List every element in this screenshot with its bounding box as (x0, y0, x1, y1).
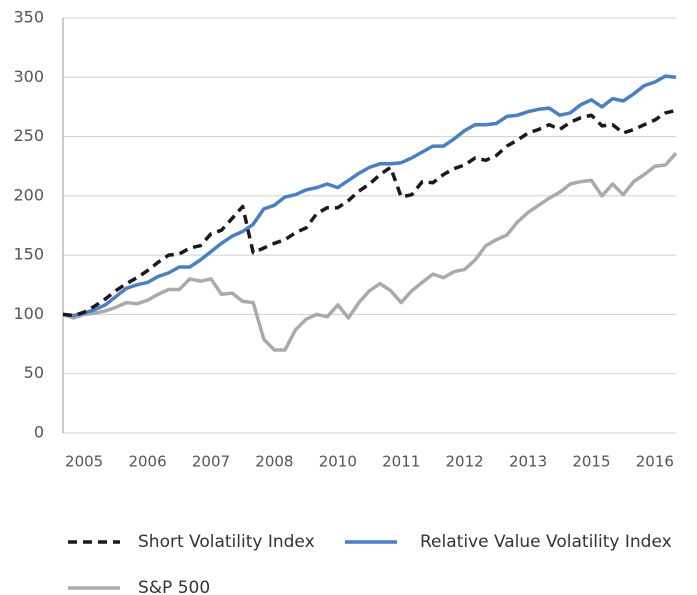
x-tick-label: 2015 (572, 453, 610, 471)
y-tick-label: 200 (13, 185, 44, 204)
x-tick-label: 2006 (128, 453, 166, 471)
series-line (62, 74, 677, 318)
x-tick-label: 2010 (319, 453, 357, 471)
x-tick-label: 2007 (192, 453, 230, 471)
x-tick-label: 2012 (446, 453, 484, 471)
x-tick-label: 2005 (65, 453, 103, 471)
series-line (62, 152, 678, 352)
y-tick-label: 50 (24, 363, 44, 382)
x-tick-label: 2016 (636, 453, 674, 471)
y-tick-label: 150 (13, 245, 44, 264)
y-tick-label: 300 (13, 67, 44, 86)
series-line (62, 108, 677, 318)
y-tick-label: 350 (13, 8, 44, 27)
x-tick-label: 2013 (509, 453, 547, 471)
y-tick-label: 0 (34, 423, 44, 442)
x-tick-label: 2008 (255, 453, 293, 471)
y-tick-label: 100 (13, 304, 44, 323)
x-tick-label: 2011 (382, 453, 420, 471)
legend-label: Relative Value Volatility Index (420, 532, 672, 552)
legend-label: S&P 500 (138, 578, 210, 595)
legend-label: Short Volatility Index (138, 532, 315, 552)
y-tick-label: 250 (13, 126, 44, 145)
